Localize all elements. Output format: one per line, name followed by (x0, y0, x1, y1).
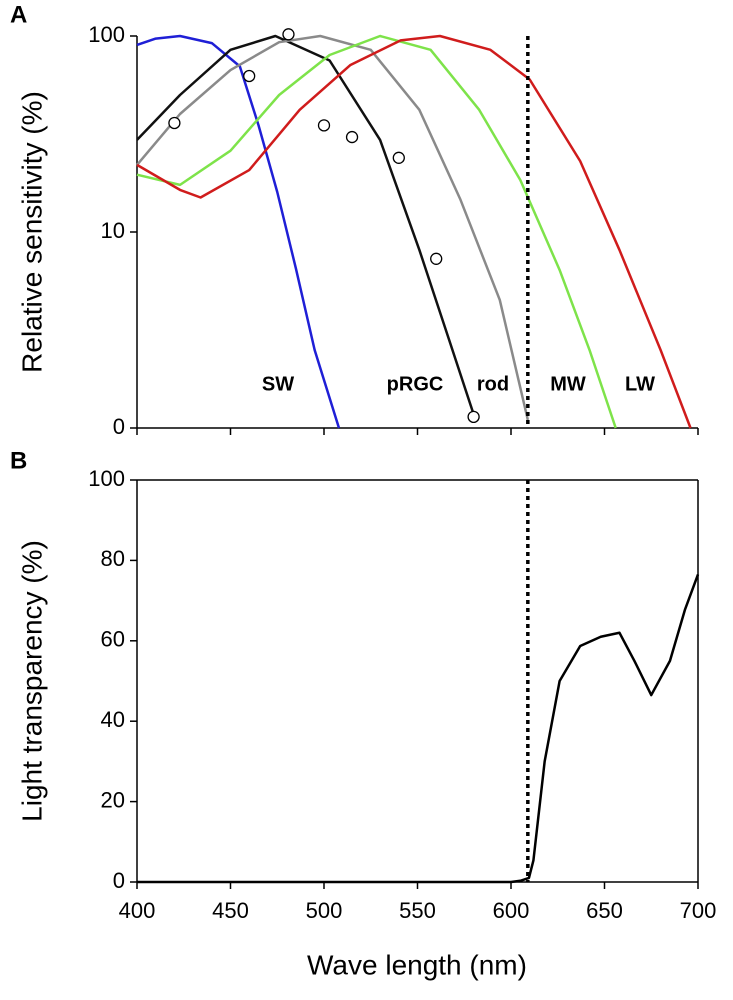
y-tick-label: 100 (88, 22, 125, 47)
data-point (467, 410, 480, 423)
series-label: LW (625, 373, 655, 395)
curve (136, 34, 341, 429)
data-point (317, 119, 331, 132)
series-label: pRGC (387, 373, 444, 395)
curve (136, 34, 617, 429)
panel-label: B (10, 447, 27, 474)
x-tick-label: 600 (493, 898, 530, 923)
curve (137, 574, 700, 884)
curve (136, 34, 692, 429)
x-tick-label: 500 (306, 898, 343, 923)
series-label: MW (550, 373, 586, 395)
panel-label: A (10, 1, 27, 28)
y-tick-label: 80 (101, 546, 125, 571)
x-tick-label: 700 (680, 898, 717, 923)
data-point (168, 116, 181, 130)
y-tick-label: 100 (88, 466, 125, 491)
x-tick-label: 450 (212, 898, 249, 923)
curve (136, 34, 530, 421)
series-label: rod (477, 373, 509, 395)
x-tick-label: 400 (119, 898, 156, 923)
y-axis-label: Light transparency (%) (16, 540, 47, 822)
y-tick-label: 60 (101, 627, 125, 652)
y-tick-label: 20 (101, 787, 125, 812)
y-axis-label: Relative sensitivity (%) (16, 91, 47, 373)
series-label: SW (262, 373, 294, 395)
y-tick-label: 10 (101, 218, 125, 243)
x-tick-label: 650 (586, 898, 623, 923)
y-tick-label: 40 (101, 707, 125, 732)
data-point (430, 252, 443, 265)
data-point (392, 151, 405, 164)
y-tick-label: 0 (113, 414, 125, 439)
data-point (345, 130, 359, 144)
y-tick-label: 0 (113, 868, 125, 893)
x-axis-label: Wave length (nm) (307, 949, 527, 980)
x-tick-label: 550 (399, 898, 436, 923)
data-point (282, 28, 295, 41)
curve (136, 34, 477, 421)
data-point (243, 69, 256, 83)
